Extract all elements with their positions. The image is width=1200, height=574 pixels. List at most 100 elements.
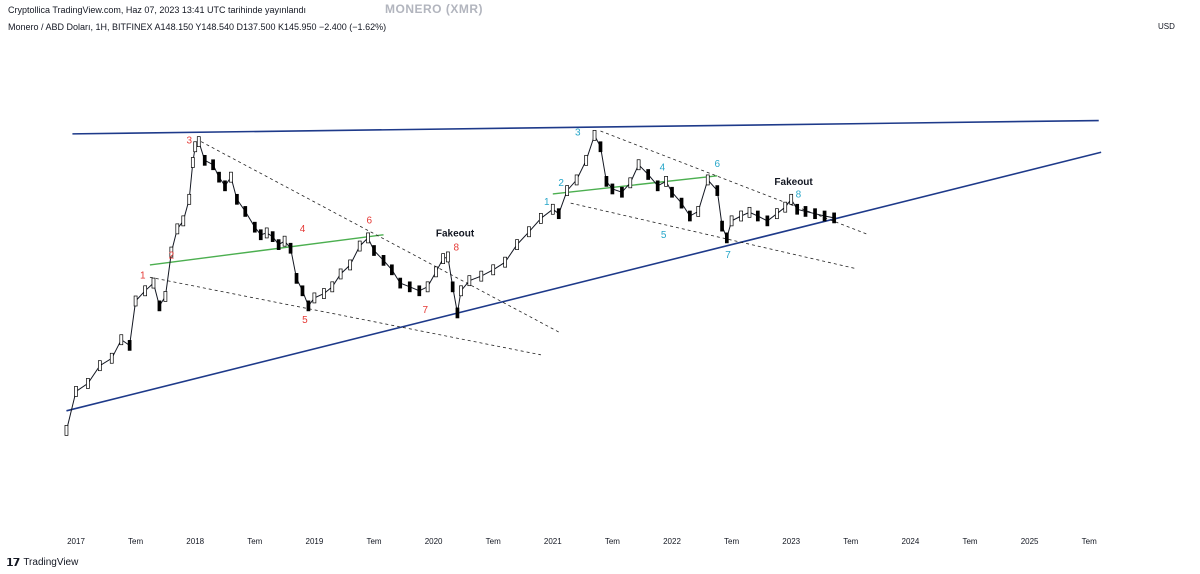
trendline-dash-upper-2018	[200, 141, 559, 333]
wave-label: 1	[140, 270, 146, 281]
price-point	[300, 285, 305, 297]
price-point	[151, 277, 156, 289]
x-tick-label: Tem	[247, 537, 262, 546]
price-point	[381, 255, 386, 266]
symbol-line: Monero / ABD Doları, 1H, BITFINEX A148.1…	[8, 22, 387, 32]
price-point	[446, 251, 450, 263]
x-tick-label: 2021	[544, 537, 562, 546]
price-point	[187, 193, 192, 205]
price-point	[86, 378, 90, 389]
price-point	[390, 264, 394, 276]
price-point	[598, 141, 603, 153]
trendline-dash-lower-2021	[570, 202, 857, 270]
price-point	[556, 208, 561, 220]
x-tick-label: Tem	[486, 537, 501, 546]
price-point	[664, 176, 668, 187]
published-line: Cryptollica TradingView.com, Haz 07, 202…	[8, 5, 306, 15]
price-series-line	[66, 134, 835, 431]
price-point	[592, 130, 597, 141]
tradingview-logo-icon: 𝟭𝟳	[6, 557, 20, 569]
price-point	[196, 136, 201, 147]
price-point	[467, 275, 472, 287]
tradingview-brand: 𝟭𝟳 TradingView	[6, 556, 78, 569]
price-point	[133, 295, 138, 307]
x-tick-label: Tem	[843, 537, 858, 546]
price-point	[223, 180, 227, 192]
price-point	[455, 307, 460, 319]
price-point	[357, 240, 362, 252]
y-axis-unit: USD	[1158, 22, 1175, 31]
price-point	[755, 210, 760, 222]
price-point	[190, 157, 195, 168]
wave-label: 1	[544, 197, 550, 208]
price-point	[157, 300, 162, 312]
x-tick-label: Tem	[366, 537, 381, 546]
wave-label: 3	[186, 135, 192, 146]
price-point	[64, 425, 69, 436]
fakeout-label: Fakeout	[436, 229, 475, 240]
price-point	[503, 256, 507, 268]
price-point	[720, 220, 724, 232]
price-point	[822, 210, 827, 222]
price-point	[715, 185, 720, 196]
x-tick-label: 2025	[1021, 537, 1039, 546]
watermark-title: MONERO (XMR)	[385, 2, 483, 16]
price-point	[775, 208, 779, 220]
wave-label: 7	[725, 250, 731, 261]
price-point	[163, 291, 168, 302]
price-point	[789, 193, 794, 205]
wave-label: 8	[796, 189, 802, 200]
x-tick-label: 2024	[902, 537, 920, 546]
price-point	[479, 270, 484, 282]
price-point	[696, 206, 701, 217]
price-point	[803, 206, 808, 217]
trendline-support	[66, 151, 1102, 412]
x-tick-label: Tem	[724, 537, 739, 546]
price-point	[636, 159, 641, 171]
price-point	[143, 285, 147, 297]
price-point	[119, 334, 124, 346]
x-tick-label: Tem	[605, 537, 620, 546]
wave-label: 2	[169, 251, 175, 262]
price-point	[330, 281, 335, 293]
price-point	[407, 281, 412, 293]
price-point	[459, 285, 463, 297]
price-point	[276, 239, 281, 250]
price-point	[366, 232, 370, 244]
x-tick-label: 2020	[425, 537, 443, 546]
price-point	[783, 201, 788, 213]
price-point	[688, 210, 692, 222]
price-point	[739, 210, 743, 222]
price-point	[574, 174, 579, 186]
price-point	[832, 212, 836, 224]
trendline-green-2021	[552, 175, 718, 195]
price-point	[628, 177, 633, 189]
price-point	[441, 253, 445, 264]
wave-label: 4	[660, 163, 666, 174]
price-point	[312, 292, 317, 304]
price-point	[258, 229, 263, 241]
x-tick-label: 2022	[663, 537, 681, 546]
price-point	[235, 193, 239, 205]
price-point	[491, 264, 496, 276]
price-point	[450, 281, 455, 293]
price-point	[109, 352, 114, 364]
trendline-resistance	[72, 119, 1099, 135]
price-point	[169, 246, 174, 258]
brand-label: TradingView	[23, 557, 79, 568]
price-point	[217, 171, 221, 183]
wave-label: 3	[575, 127, 581, 138]
price-point	[372, 245, 376, 256]
price-point	[202, 154, 207, 166]
price-point	[282, 235, 287, 247]
price-point	[175, 223, 180, 235]
price-point	[243, 206, 248, 217]
x-tick-label: Tem	[962, 537, 977, 546]
price-point	[565, 185, 569, 196]
price-point	[705, 174, 710, 186]
price-point	[348, 259, 353, 271]
wave-label: 7	[422, 305, 428, 316]
wave-label: 6	[715, 159, 721, 170]
price-point	[252, 221, 257, 233]
